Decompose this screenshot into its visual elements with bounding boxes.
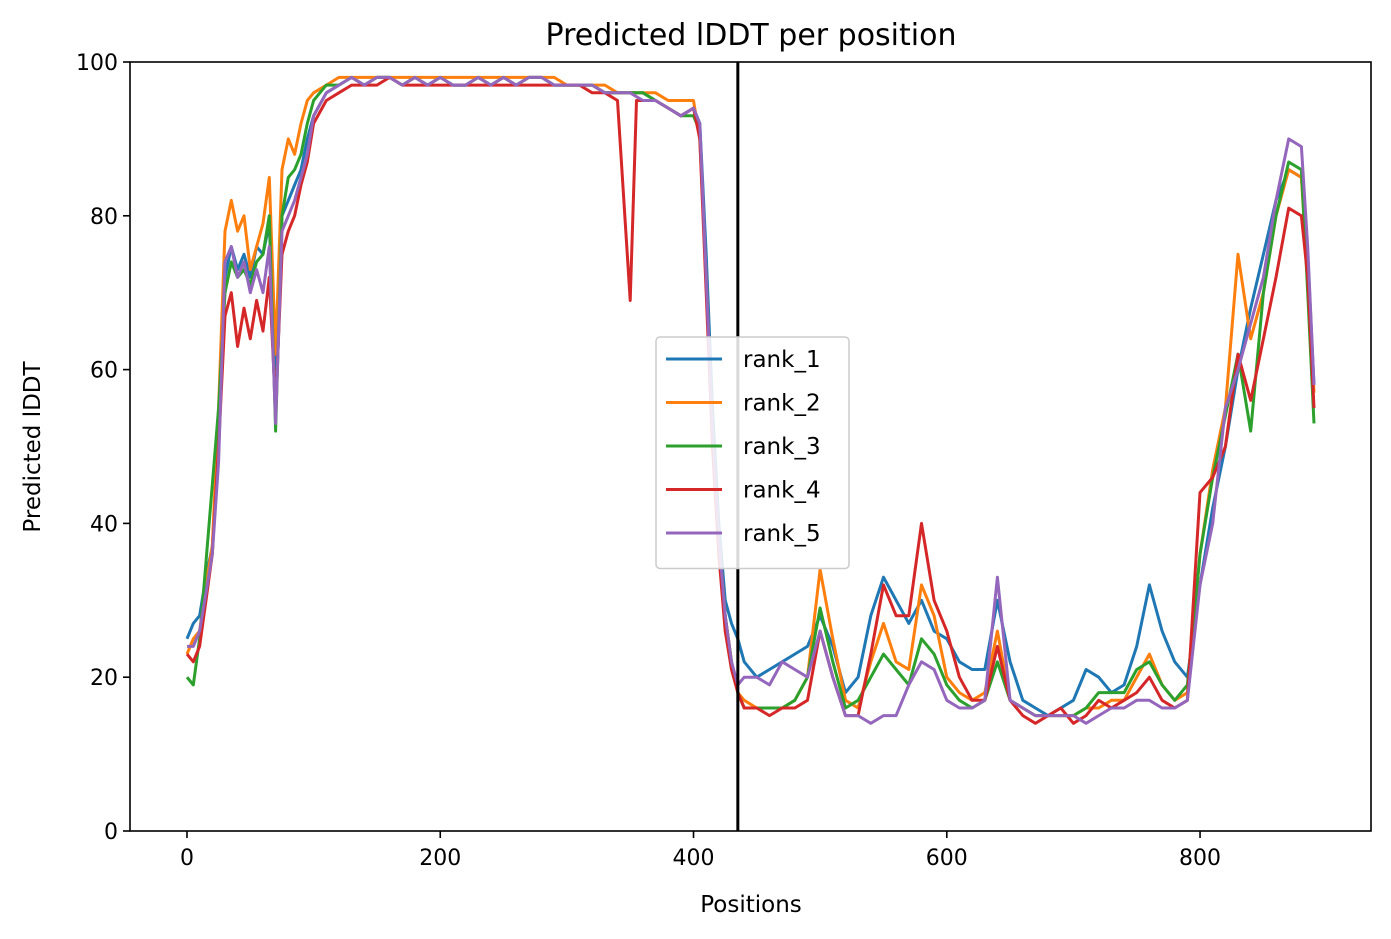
y-tick-label: 20	[90, 666, 118, 691]
legend-label-rank_3: rank_3	[743, 434, 821, 460]
x-tick-label: 0	[180, 846, 194, 871]
y-axis-label: Predicted lDDT	[20, 360, 46, 532]
legend-label-rank_2: rank_2	[743, 391, 821, 417]
x-tick-label: 800	[1179, 846, 1221, 871]
legend-label-rank_5: rank_5	[743, 521, 821, 547]
legend: rank_1 rank_2 rank_3 rank_4 rank_5	[655, 336, 850, 570]
y-tick-label: 60	[90, 359, 118, 384]
axes-frame	[129, 61, 1372, 832]
x-tick-label: 200	[419, 846, 461, 871]
series-group	[185, 75, 1316, 725]
legend-label-rank_4: rank_4	[743, 478, 821, 504]
series-line-rank_5	[187, 75, 1316, 725]
y-tick-label: 100	[76, 51, 118, 76]
x-tick-label: 400	[673, 846, 715, 871]
y-tick-label: 40	[90, 512, 118, 537]
x-tick-label: 600	[926, 846, 968, 871]
legend-frame	[655, 336, 850, 570]
legend-label-rank_1: rank_1	[743, 347, 821, 373]
chart-title: Predicted lDDT per position	[546, 18, 957, 53]
x-axis-label: Positions	[700, 892, 802, 918]
y-tick-label: 0	[104, 820, 118, 845]
y-tick-label: 80	[90, 205, 118, 230]
